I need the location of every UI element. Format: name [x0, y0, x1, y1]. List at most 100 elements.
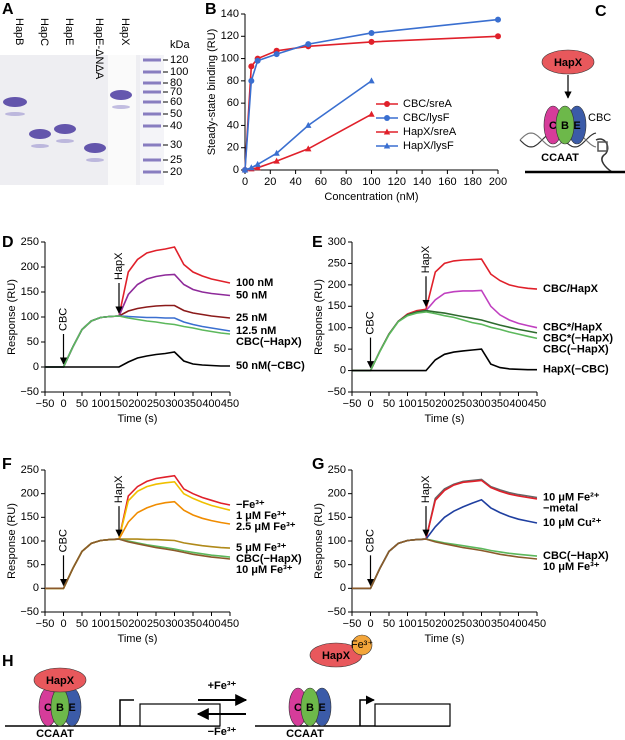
y-tick-label: 80: [227, 75, 239, 87]
y-tick-label: 200: [328, 279, 346, 291]
x-tick-label: −50: [343, 398, 362, 410]
ladder-band: [143, 70, 161, 74]
annotation-label: HapX: [113, 252, 125, 280]
x-tick-label: 300: [472, 398, 490, 410]
protein-label: HapX: [46, 675, 75, 687]
series-label: 12.5 nM: [236, 325, 276, 337]
series-label: 2.5 μM Fe³⁺: [236, 521, 296, 533]
y-tick-label: −50: [327, 386, 346, 398]
point: [248, 63, 255, 70]
series-label: CBC(−HapX): [543, 344, 609, 356]
x-tick-label: 0: [60, 398, 66, 410]
x-tick-label: 200: [489, 176, 507, 188]
point: [273, 157, 280, 164]
point: [305, 41, 312, 48]
marker-label: 70: [170, 86, 182, 98]
y-axis-title: Steady-state binding (RU): [206, 29, 218, 156]
y-tick-label: 100: [328, 322, 346, 334]
y-tick-label: 250: [328, 464, 346, 476]
x-tick-label: 150: [417, 398, 435, 410]
point: [368, 38, 375, 45]
x-axis-title: Time (s): [118, 633, 158, 645]
series-label: 10 μM Fe³⁺: [543, 561, 600, 573]
x-tick-label: 200: [435, 398, 453, 410]
point: [305, 145, 312, 152]
marker-label: 20: [170, 166, 182, 178]
legend-label: HapX/lysF: [403, 140, 454, 152]
x-tick-label: 400: [509, 618, 527, 630]
series-line: [352, 311, 538, 372]
protein-band: [84, 143, 106, 153]
lane-label: HapX: [119, 18, 131, 46]
x-axis-title: Time (s): [425, 633, 465, 645]
protein: [541, 49, 595, 75]
x-tick-label: 250: [454, 618, 472, 630]
x-tick-label: 350: [491, 398, 509, 410]
y-tick-label: 50: [334, 343, 346, 355]
panel-label: B: [205, 1, 217, 18]
x-tick-label: 300: [472, 618, 490, 630]
faint-band: [86, 158, 104, 162]
marker-label: 120: [170, 54, 188, 66]
annotation-label: CBC: [57, 308, 69, 331]
y-tick-label: 60: [227, 97, 239, 109]
panel-label: C: [595, 3, 607, 20]
y-tick-label: 50: [27, 336, 39, 348]
y-tick-label: 150: [21, 286, 39, 298]
point: [273, 51, 280, 58]
y-tick-label: 20: [227, 142, 239, 154]
lane-label: HapE: [63, 18, 75, 46]
x-tick-label: 450: [528, 618, 546, 630]
faint-band: [112, 105, 130, 109]
marker-label: 50: [170, 108, 182, 120]
ligand-label: Fe³⁺: [351, 639, 374, 651]
x-tick-label: 50: [383, 618, 395, 630]
y-tick-label: 150: [21, 511, 39, 523]
x-tick-label: 400: [509, 398, 527, 410]
annotation-label: CBC: [364, 311, 376, 334]
panel-label: F: [2, 456, 12, 473]
x-tick-label: 180: [464, 176, 482, 188]
y-axis-title: Response (RU): [6, 279, 18, 355]
x-axis-title: Time (s): [118, 413, 158, 425]
x-tick-label: 450: [221, 618, 239, 630]
y-tick-label: 250: [328, 257, 346, 269]
x-tick-label: 450: [221, 398, 239, 410]
lane-label: HapE-ΔNΔA: [93, 18, 105, 80]
marker-label: 25: [170, 154, 182, 166]
x-tick-label: 100: [91, 398, 109, 410]
series-line: [45, 351, 230, 368]
subunit-label: E: [318, 702, 325, 714]
annotation-label: CBC: [57, 529, 69, 552]
legend-label: CBC/sreA: [403, 98, 453, 110]
x-tick-label: 400: [202, 618, 220, 630]
promoter: [119, 699, 134, 726]
x-tick-label: 100: [91, 618, 109, 630]
x-tick-label: 60: [315, 176, 327, 188]
x-tick-label: 200: [435, 618, 453, 630]
x-tick-label: 100: [398, 618, 416, 630]
x-tick-label: 160: [438, 176, 456, 188]
point: [305, 121, 312, 128]
y-tick-label: 200: [328, 488, 346, 500]
x-tick-label: 50: [383, 398, 395, 410]
series-line: [352, 479, 538, 590]
x-tick-label: 200: [128, 618, 146, 630]
x-axis-title: Time (s): [425, 413, 465, 425]
subunit-label: B: [306, 702, 314, 714]
x-tick-label: 350: [184, 618, 202, 630]
y-tick-label: 140: [221, 8, 239, 20]
protein-band: [110, 90, 132, 100]
series-line: [45, 474, 231, 590]
forward-label: +Fe³⁺: [208, 680, 237, 692]
subunit-label: E: [68, 702, 75, 714]
x-tick-label: 300: [165, 618, 183, 630]
y-tick-label: 0: [233, 164, 239, 176]
point: [254, 164, 261, 171]
ladder-band: [143, 170, 161, 174]
motif-label: CCAAT: [541, 152, 579, 164]
y-tick-label: 150: [328, 300, 346, 312]
y-tick-label: 250: [21, 464, 39, 476]
annotation-label: HapX: [113, 475, 125, 503]
motif-label: CCAAT: [286, 728, 324, 740]
